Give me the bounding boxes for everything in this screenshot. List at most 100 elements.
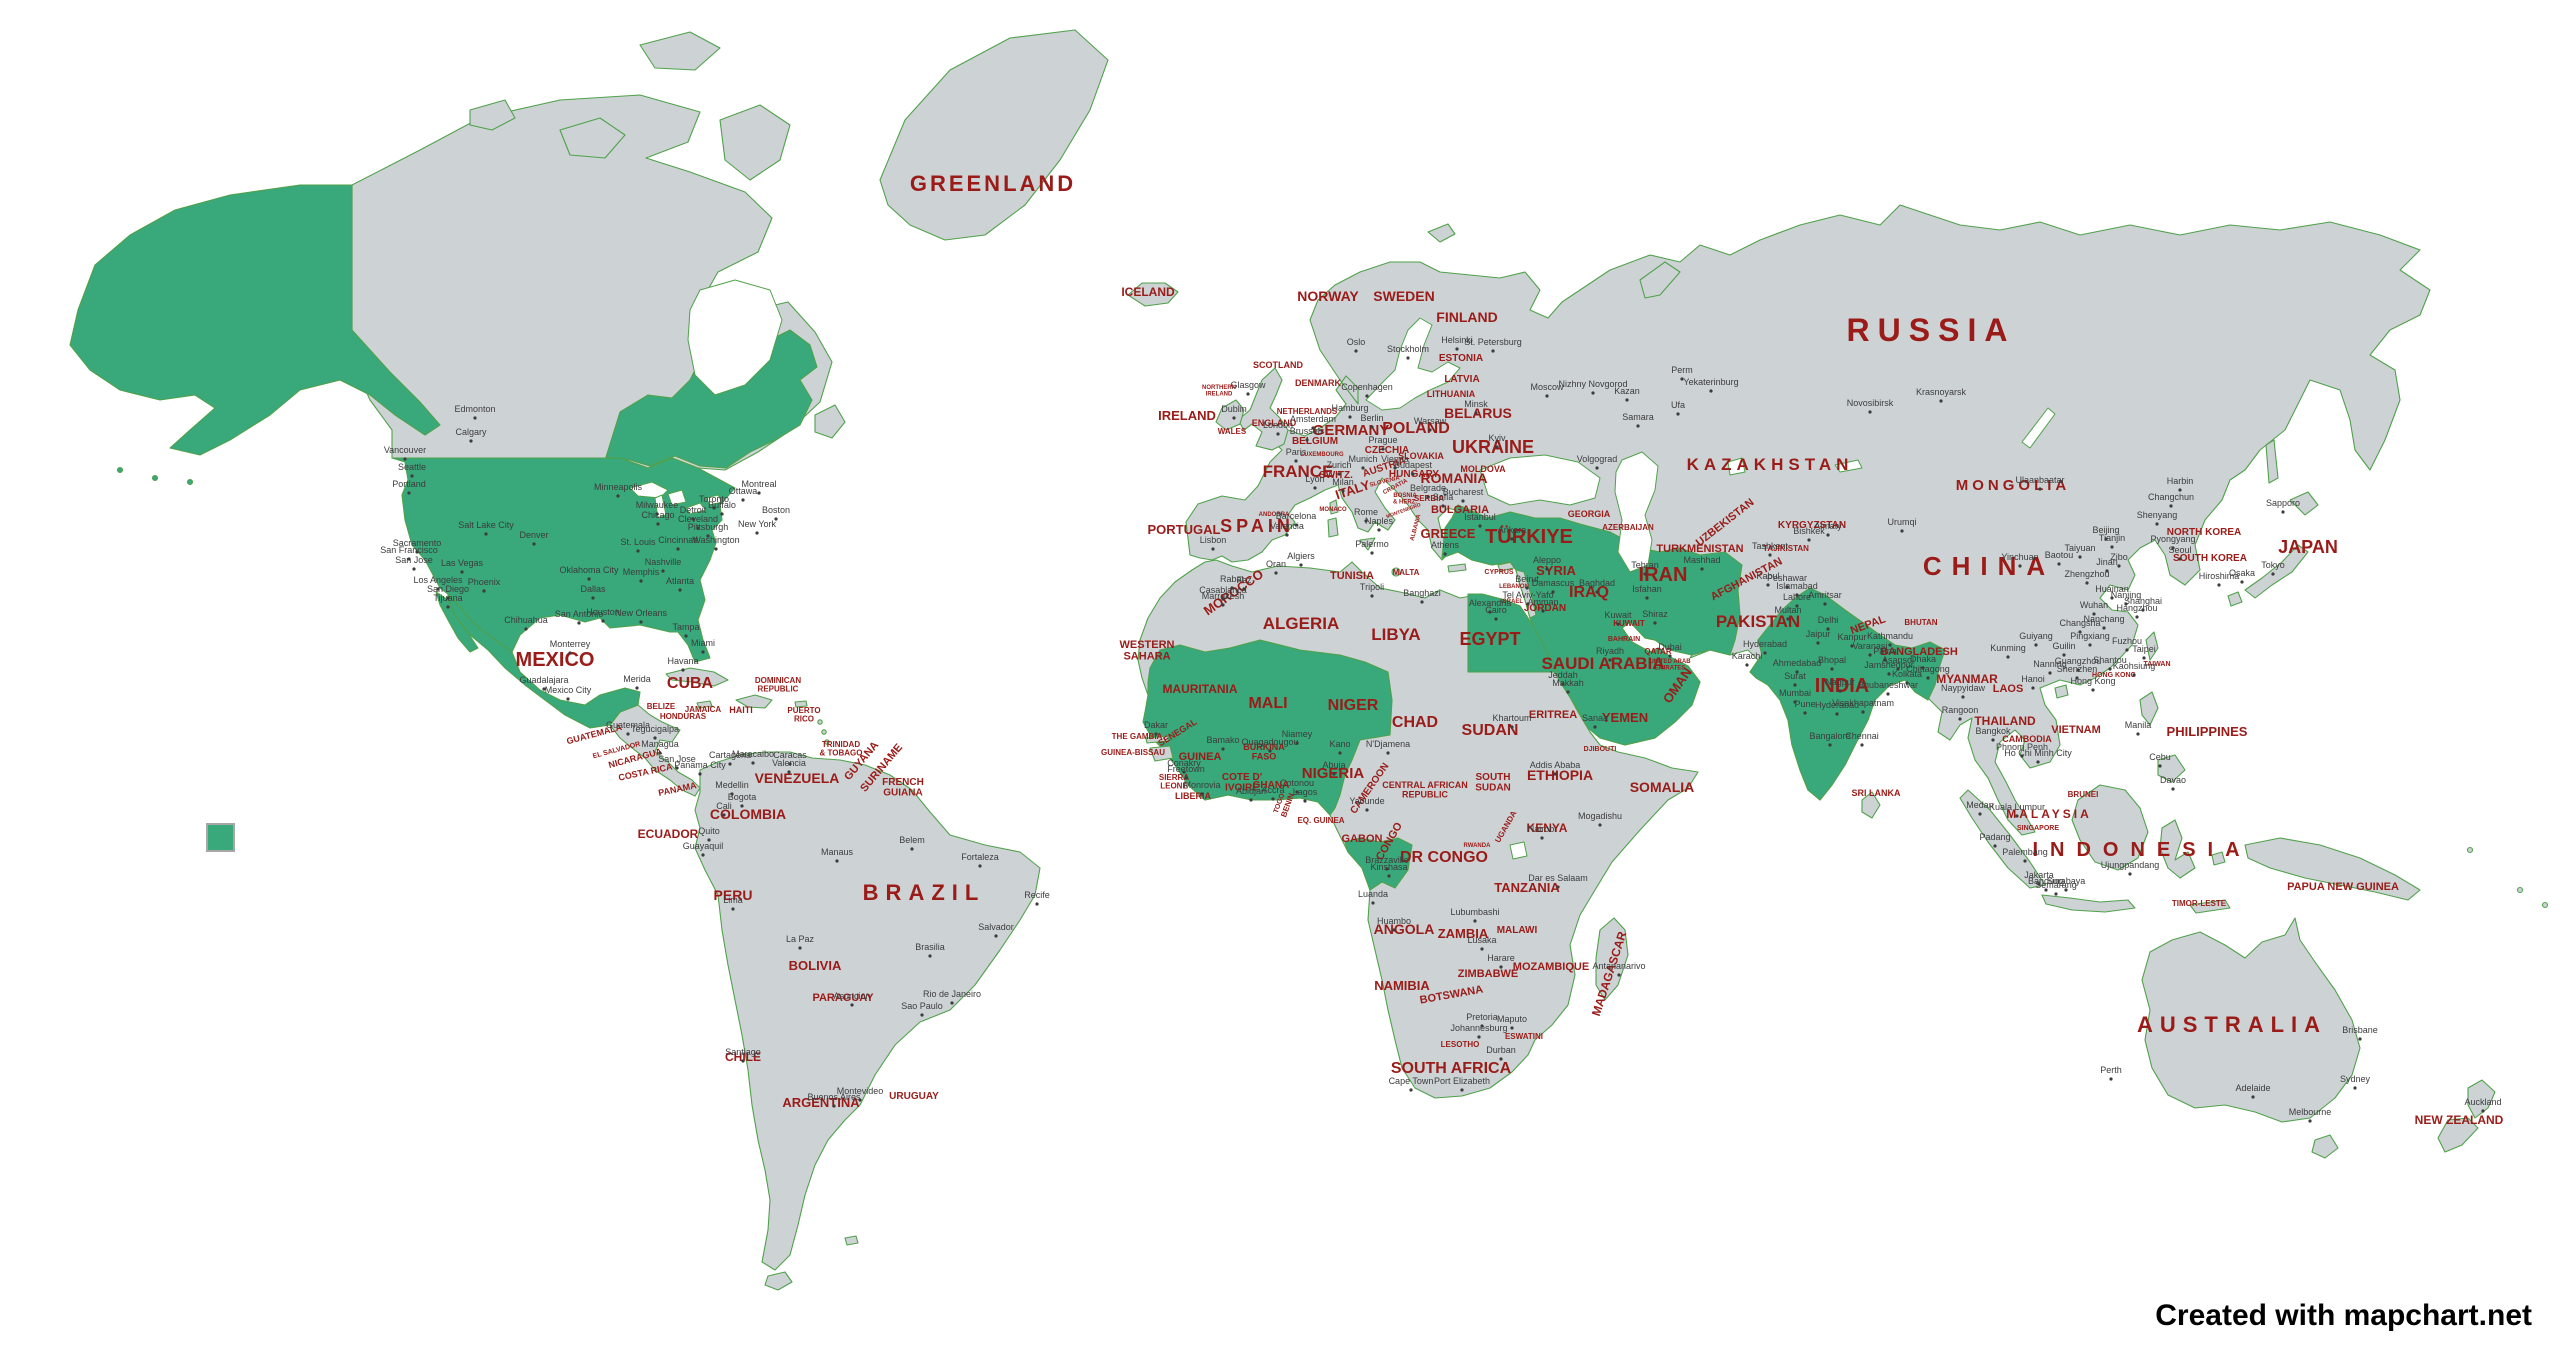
region-sulawesi[interactable]	[2159, 819, 2196, 879]
region-svalbard[interactable]	[1427, 223, 1456, 243]
region-hokkaido[interactable]	[2289, 491, 2319, 516]
region-central-america[interactable]	[609, 704, 701, 797]
city-dot	[788, 762, 792, 766]
region-taiwan[interactable]	[2145, 631, 2159, 661]
city-dot	[2020, 754, 2024, 758]
city-label: Delhi	[1818, 615, 1839, 625]
city-dot	[1495, 445, 1499, 449]
region-falklands[interactable]	[844, 1235, 859, 1246]
city-dot	[2124, 602, 2128, 606]
region-cuba[interactable]	[665, 667, 729, 687]
region-aleutians[interactable]	[116, 466, 124, 474]
city-marker: Guilin	[2052, 641, 2076, 657]
region-india-bangladesh[interactable]	[1749, 587, 1946, 801]
region-aleutians[interactable]	[151, 474, 159, 482]
region-gabon-congo[interactable]	[1344, 837, 1413, 891]
region-west-africa[interactable]	[1142, 639, 1393, 816]
region-israel-lebanon[interactable]	[1515, 569, 1537, 619]
city-label: Kano	[1329, 739, 1350, 749]
region-greenland[interactable]	[879, 29, 1109, 241]
region-kyushu[interactable]	[2227, 591, 2243, 607]
city-label: Maracaibo	[732, 749, 774, 759]
city-label: Monterrey	[550, 639, 591, 649]
city-dot	[1370, 425, 1374, 429]
city-label: Bhopal	[1818, 655, 1846, 665]
mapchart-attribution: Created with mapchart.net	[2155, 1299, 2532, 1332]
region-puerto-rico[interactable]	[794, 700, 808, 708]
region-usa-lower48[interactable]	[391, 457, 736, 663]
city-label: Durban	[1486, 1045, 1516, 1055]
region-sicily[interactable]	[1359, 537, 1376, 551]
region-lesser-antilles[interactable]	[817, 719, 823, 725]
city-marker: Milan	[1332, 477, 1354, 493]
legend-color-swatch[interactable]	[206, 823, 235, 852]
city-marker: Nanjing	[2111, 590, 2141, 606]
country-label: JAPAN	[2278, 537, 2338, 557]
region-arctic-island-ellesmere[interactable]	[639, 31, 721, 71]
city-dot	[698, 772, 702, 776]
region-tierra-del-fuego[interactable]	[764, 1271, 793, 1291]
region-sakhalin[interactable]	[2265, 439, 2279, 484]
region-lesser-antilles[interactable]	[824, 739, 830, 745]
city-marker: Sao Paulo	[901, 1001, 943, 1017]
region-pacific-islands[interactable]	[2466, 846, 2474, 854]
region-alaska[interactable]	[69, 184, 441, 456]
region-south-america[interactable]	[694, 751, 1041, 1271]
region-honshu[interactable]	[2244, 544, 2309, 599]
region-crete[interactable]	[1447, 563, 1467, 573]
city-label: Lyon	[1305, 474, 1324, 484]
city-dot	[1566, 690, 1570, 694]
region-luzon[interactable]	[2139, 691, 2159, 726]
city-label: Milan	[1332, 477, 1354, 487]
region-arctic-island-baffin[interactable]	[719, 104, 791, 181]
city-marker: Osaka	[2229, 568, 2255, 584]
region-tasmania[interactable]	[2311, 1134, 2339, 1159]
city-label: Belgrade	[1410, 483, 1446, 493]
city-dot	[653, 736, 657, 740]
city-dot	[731, 907, 735, 911]
region-arctic-island-victoria[interactable]	[559, 117, 626, 159]
region-timor[interactable]	[2189, 899, 2231, 914]
city-label: Abidjan	[1236, 786, 1266, 796]
region-new-guinea[interactable]	[2244, 837, 2421, 901]
region-newfoundland[interactable]	[814, 404, 846, 439]
city-dot	[774, 517, 778, 521]
region-hispaniola[interactable]	[735, 694, 773, 709]
region-hainan[interactable]	[2054, 684, 2069, 699]
region-novaya-zemlya[interactable]	[1639, 261, 1681, 299]
region-corsica[interactable]	[1329, 499, 1339, 515]
region-gambia[interactable]	[1145, 735, 1169, 744]
city-label: Valencia	[1270, 521, 1304, 531]
region-arctic-island-banks[interactable]	[469, 99, 516, 131]
country-label: KENYA	[1527, 821, 1568, 835]
region-borneo[interactable]	[2071, 784, 2149, 871]
city-dot	[1480, 1024, 1484, 1028]
region-pacific-islands[interactable]	[2516, 886, 2524, 894]
city-label: Istanbul	[1464, 512, 1496, 522]
region-malta[interactable]	[1391, 567, 1401, 577]
region-jamaica[interactable]	[696, 700, 713, 709]
region-pacific-islands[interactable]	[2541, 901, 2549, 909]
region-ireland[interactable]	[1215, 399, 1245, 431]
country-label: COTE D' IVOIRE	[1222, 772, 1262, 794]
lake-ontario	[705, 494, 723, 506]
region-guinea-bissau[interactable]	[1149, 745, 1174, 762]
region-lesser-antilles[interactable]	[821, 729, 827, 735]
region-aleutians[interactable]	[186, 478, 194, 486]
region-mexico[interactable]	[447, 593, 641, 729]
region-moluccas[interactable]	[2211, 851, 2226, 866]
country-label: SLOVAKIA	[1398, 451, 1444, 461]
region-sri-lanka[interactable]	[1861, 791, 1881, 819]
region-nz-south[interactable]	[2437, 1117, 2479, 1153]
city-marker: Hanoi	[2021, 674, 2045, 690]
region-java[interactable]	[2041, 894, 2136, 913]
city-label: Guilin	[2052, 641, 2075, 651]
city-marker: Damascus	[1532, 578, 1575, 594]
region-sardinia[interactable]	[1327, 517, 1339, 538]
city-marker: San Diego	[427, 584, 469, 600]
region-nz-north[interactable]	[2467, 1079, 2496, 1119]
region-madagascar[interactable]	[1595, 917, 1629, 1001]
region-mindanao[interactable]	[2157, 754, 2186, 783]
region-iceland[interactable]	[1127, 282, 1179, 307]
region-australia[interactable]	[2141, 917, 2361, 1123]
